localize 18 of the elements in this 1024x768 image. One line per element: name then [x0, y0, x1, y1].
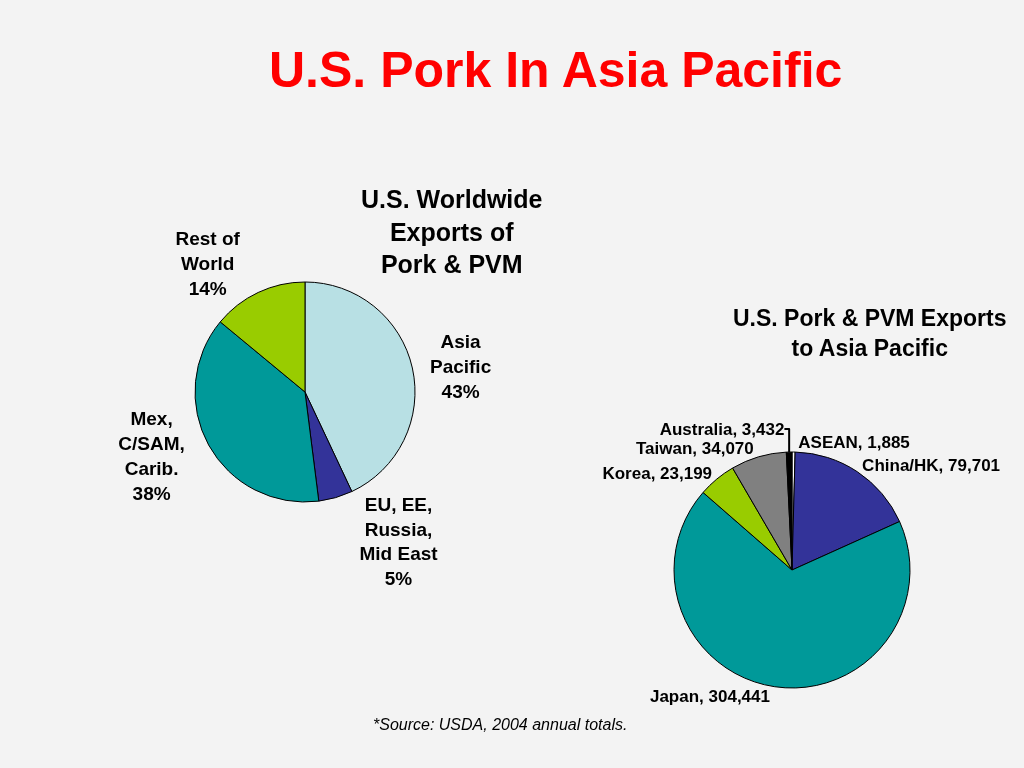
chart-title: U.S. Worldwide Exports of Pork & PVM	[361, 185, 543, 278]
data-label: 14%	[188, 277, 227, 299]
data-label: 38%	[132, 482, 171, 504]
text: *Source: USDA, 2004 annual totals.	[373, 716, 628, 733]
data-label: 43%	[441, 380, 480, 402]
slice-label: Australia, 3,432	[659, 419, 785, 439]
slice-label: Mex, C/SAM, Carib.	[118, 408, 185, 479]
slice-label: EU, EE, Russia, Mid East	[359, 493, 439, 565]
data-label: 5%	[384, 568, 413, 590]
slice-label: China/HK, 79,701	[862, 455, 1001, 475]
slice-label: Rest of World	[175, 228, 241, 275]
text: U.S. Pork In Asia Pacific	[269, 42, 843, 98]
slice-label: ASEAN, 1,885	[798, 433, 910, 453]
chart-title: U.S. Pork & PVM Exports to Asia Pacific	[733, 305, 1007, 361]
slice-label: Asia Pacific	[429, 331, 492, 377]
slice-label: Taiwan, 34,070	[635, 438, 754, 458]
slice-label: Japan, 304,441	[649, 686, 770, 706]
slice-label: Korea, 23,199	[602, 463, 713, 483]
